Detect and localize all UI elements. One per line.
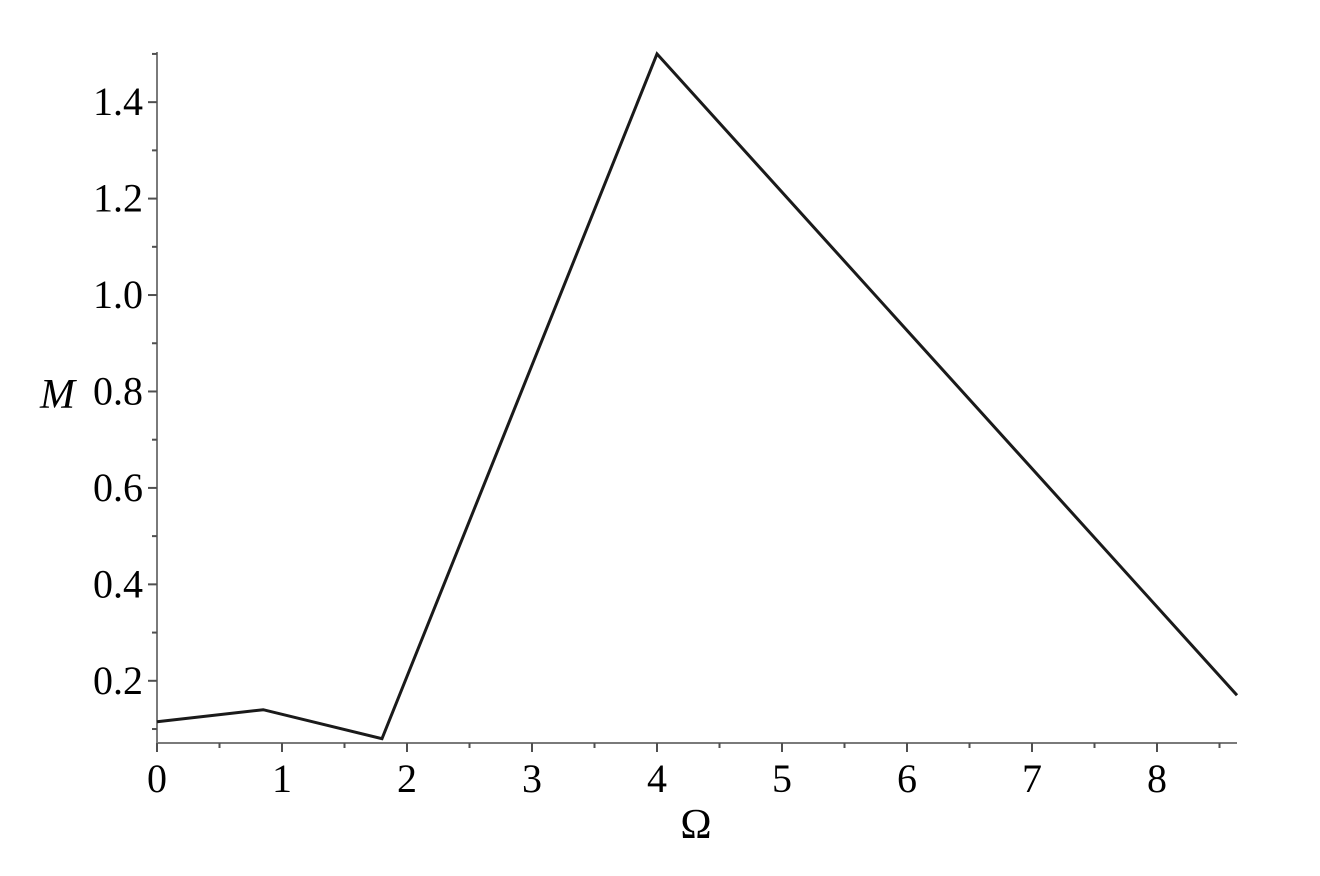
- y-tick-label: 1.0: [93, 272, 143, 317]
- x-tick-label: 4: [647, 756, 667, 801]
- y-axis-title: M: [40, 372, 75, 418]
- y-tick-label: 1.2: [93, 176, 143, 221]
- y-tick-label: 0.8: [93, 368, 143, 413]
- y-tick-label: 0.4: [93, 561, 143, 606]
- x-tick-label: 0: [147, 756, 167, 801]
- x-tick-label: 1: [272, 756, 292, 801]
- x-tick-label: 7: [1022, 756, 1042, 801]
- x-tick-label: 2: [397, 756, 417, 801]
- x-tick-label: 5: [772, 756, 792, 801]
- y-tick-label: 1.4: [93, 79, 143, 124]
- x-tick-label: 8: [1147, 756, 1167, 801]
- x-tick-label: 6: [897, 756, 917, 801]
- x-axis-title: Ω: [680, 802, 712, 848]
- x-tick-label: 3: [522, 756, 542, 801]
- y-tick-label: 0.2: [93, 658, 143, 703]
- series-line: [156, 51, 1239, 741]
- y-tick-label: 0.6: [93, 465, 143, 510]
